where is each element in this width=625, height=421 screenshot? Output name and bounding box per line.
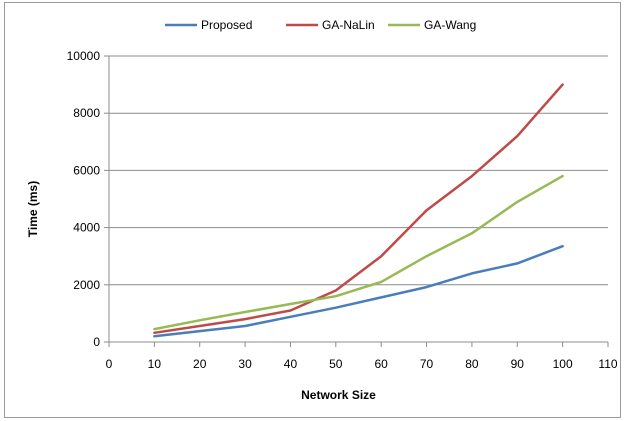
x-tick-label: 80 (465, 357, 479, 371)
x-tick-label: 90 (511, 357, 525, 371)
series-lines (153, 83, 564, 338)
axes (104, 55, 609, 347)
y-tick-label: 10000 (67, 49, 101, 63)
legend-label-ga-nalin: GA-NaLin (322, 18, 375, 32)
x-tick-label: 30 (238, 357, 252, 371)
x-tick-label: 50 (329, 357, 343, 371)
y-tick-labels: 0 2000 4000 6000 8000 10000 (67, 49, 101, 349)
x-tick-label: 0 (106, 357, 113, 371)
y-tick-label: 0 (93, 335, 100, 349)
x-tick-labels: 0 10 20 30 40 50 60 70 80 90 100 110 (106, 357, 618, 371)
y-tick-label: 4000 (73, 221, 100, 235)
chart-frame: 0 2000 4000 6000 8000 10000 0 10 20 30 40 50 60 70 80… (4, 2, 621, 418)
series-line-ga-wang (153, 174, 564, 331)
x-tick-label: 10 (148, 357, 162, 371)
y-tick-label: 6000 (73, 163, 100, 177)
x-tick-label: 60 (375, 357, 389, 371)
series-line-ga-nalin (153, 83, 564, 335)
y-axis-title: Time (ms) (26, 181, 40, 237)
line-chart: 0 2000 4000 6000 8000 10000 0 10 20 30 40 50 60 70 80… (26, 18, 618, 402)
x-tick-label: 20 (193, 357, 207, 371)
gridlines (109, 55, 608, 286)
legend-label-proposed: Proposed (201, 18, 252, 32)
legend-label-ga-wang: GA-Wang (424, 18, 476, 32)
y-tick-label: 2000 (73, 278, 100, 292)
x-axis-title: Network Size (301, 388, 376, 402)
x-tick-label: 100 (553, 357, 573, 371)
x-tick-label: 110 (598, 357, 617, 371)
y-tick-label: 8000 (73, 106, 100, 120)
legend: Proposed GA-NaLin GA-Wang (165, 18, 476, 32)
series-line-proposed (153, 244, 564, 338)
x-tick-label: 40 (284, 357, 298, 371)
x-tick-label: 70 (420, 357, 434, 371)
